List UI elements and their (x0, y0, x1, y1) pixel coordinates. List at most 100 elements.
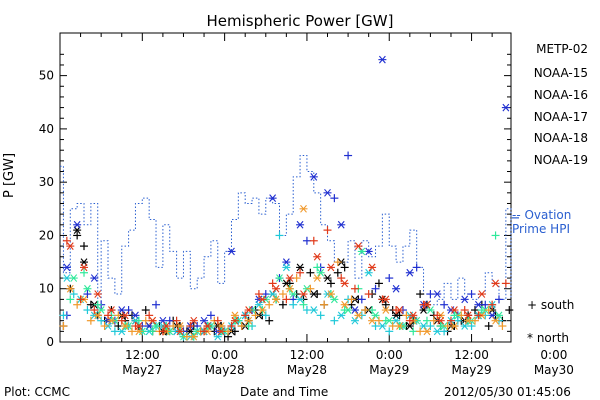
south-marker (241, 311, 250, 320)
north-marker (326, 290, 335, 298)
north-marker (272, 295, 281, 304)
x-tick-date-label: May29 (369, 363, 409, 377)
north-marker (368, 263, 377, 272)
south-marker (62, 236, 71, 245)
north-marker (316, 268, 325, 277)
north-marker (405, 322, 414, 330)
north-marker (460, 322, 469, 330)
south-marker (251, 311, 260, 320)
x-tick-time-label: 12:00 (290, 348, 325, 362)
legend-noaa19: NOAA-19 (533, 153, 588, 167)
north-marker (395, 322, 404, 330)
south-marker (141, 306, 150, 315)
south-marker (289, 300, 298, 309)
north-marker (395, 306, 404, 314)
south-marker (313, 263, 322, 272)
south-marker (66, 295, 75, 304)
north-marker (354, 311, 363, 320)
north-marker (313, 252, 322, 261)
north-marker (97, 306, 106, 314)
north-marker (385, 316, 394, 325)
south-marker (330, 316, 339, 325)
south-marker (254, 290, 263, 299)
south-marker (309, 236, 318, 245)
x-tick-time-label: 12:00 (454, 348, 489, 362)
legend-metp02: METP-02 (536, 42, 588, 56)
x-tick-date-label: May29 (452, 363, 492, 377)
south-marker (165, 316, 174, 325)
north-marker (309, 172, 318, 181)
south-marker (453, 316, 462, 325)
south-marker (470, 316, 479, 325)
y-tick-label: 10 (39, 282, 54, 296)
south-marker (86, 316, 95, 325)
north-marker (254, 300, 263, 309)
south-marker (440, 327, 449, 336)
north-marker (69, 274, 78, 282)
x-tick-time-label: 12:00 (125, 348, 160, 362)
north-marker (176, 327, 185, 336)
north-marker (213, 332, 222, 341)
south-marker (412, 263, 421, 272)
legend-north-marker: * north (527, 331, 569, 345)
south-marker (141, 316, 150, 325)
ovation-hpi-line (60, 155, 512, 311)
north-marker (162, 322, 171, 330)
south-marker (265, 300, 274, 309)
south-marker (316, 311, 325, 320)
north-marker (433, 290, 442, 298)
south-marker (169, 322, 178, 331)
south-marker (186, 322, 195, 331)
north-marker (477, 290, 486, 298)
north-marker (309, 306, 318, 314)
north-marker (364, 268, 373, 277)
north-marker (323, 188, 332, 197)
north-marker (73, 220, 82, 229)
north-marker (117, 327, 126, 336)
north-marker (460, 295, 469, 304)
south-marker (59, 322, 68, 331)
south-marker (481, 300, 490, 309)
south-marker (357, 295, 366, 304)
north-marker (381, 306, 390, 314)
south-marker (261, 290, 270, 299)
south-marker (110, 327, 119, 336)
north-marker (244, 306, 253, 314)
south-marker (488, 300, 497, 309)
north-marker (117, 306, 126, 314)
south-marker (117, 316, 126, 325)
north-marker (121, 322, 130, 330)
north-marker (289, 290, 298, 298)
north-marker (258, 306, 267, 314)
south-marker (467, 322, 476, 331)
north-marker (350, 316, 359, 325)
south-label: south (540, 298, 575, 312)
north-label: north (536, 331, 570, 345)
x-tick-date-label: May27 (122, 363, 162, 377)
north-marker (426, 306, 435, 314)
south-marker (69, 290, 78, 299)
south-marker (416, 290, 425, 299)
y-tick-label: 50 (39, 69, 54, 83)
north-marker (344, 306, 353, 314)
north-marker (230, 316, 239, 325)
south-marker (182, 332, 191, 341)
south-marker (206, 311, 215, 320)
north-marker (107, 316, 116, 325)
north-marker (93, 311, 102, 320)
south-marker (470, 306, 479, 315)
north-marker (83, 284, 92, 293)
south-marker (498, 322, 507, 331)
south-marker (76, 295, 85, 304)
north-marker (90, 274, 99, 282)
south-marker (505, 306, 514, 315)
south-marker (73, 231, 82, 240)
north-marker (244, 316, 253, 325)
south-marker (491, 231, 500, 240)
south-marker (385, 327, 394, 336)
north-marker (275, 274, 284, 282)
y-axis-title: P [GW] (2, 152, 17, 198)
south-marker (80, 268, 89, 277)
south-marker (83, 306, 92, 315)
